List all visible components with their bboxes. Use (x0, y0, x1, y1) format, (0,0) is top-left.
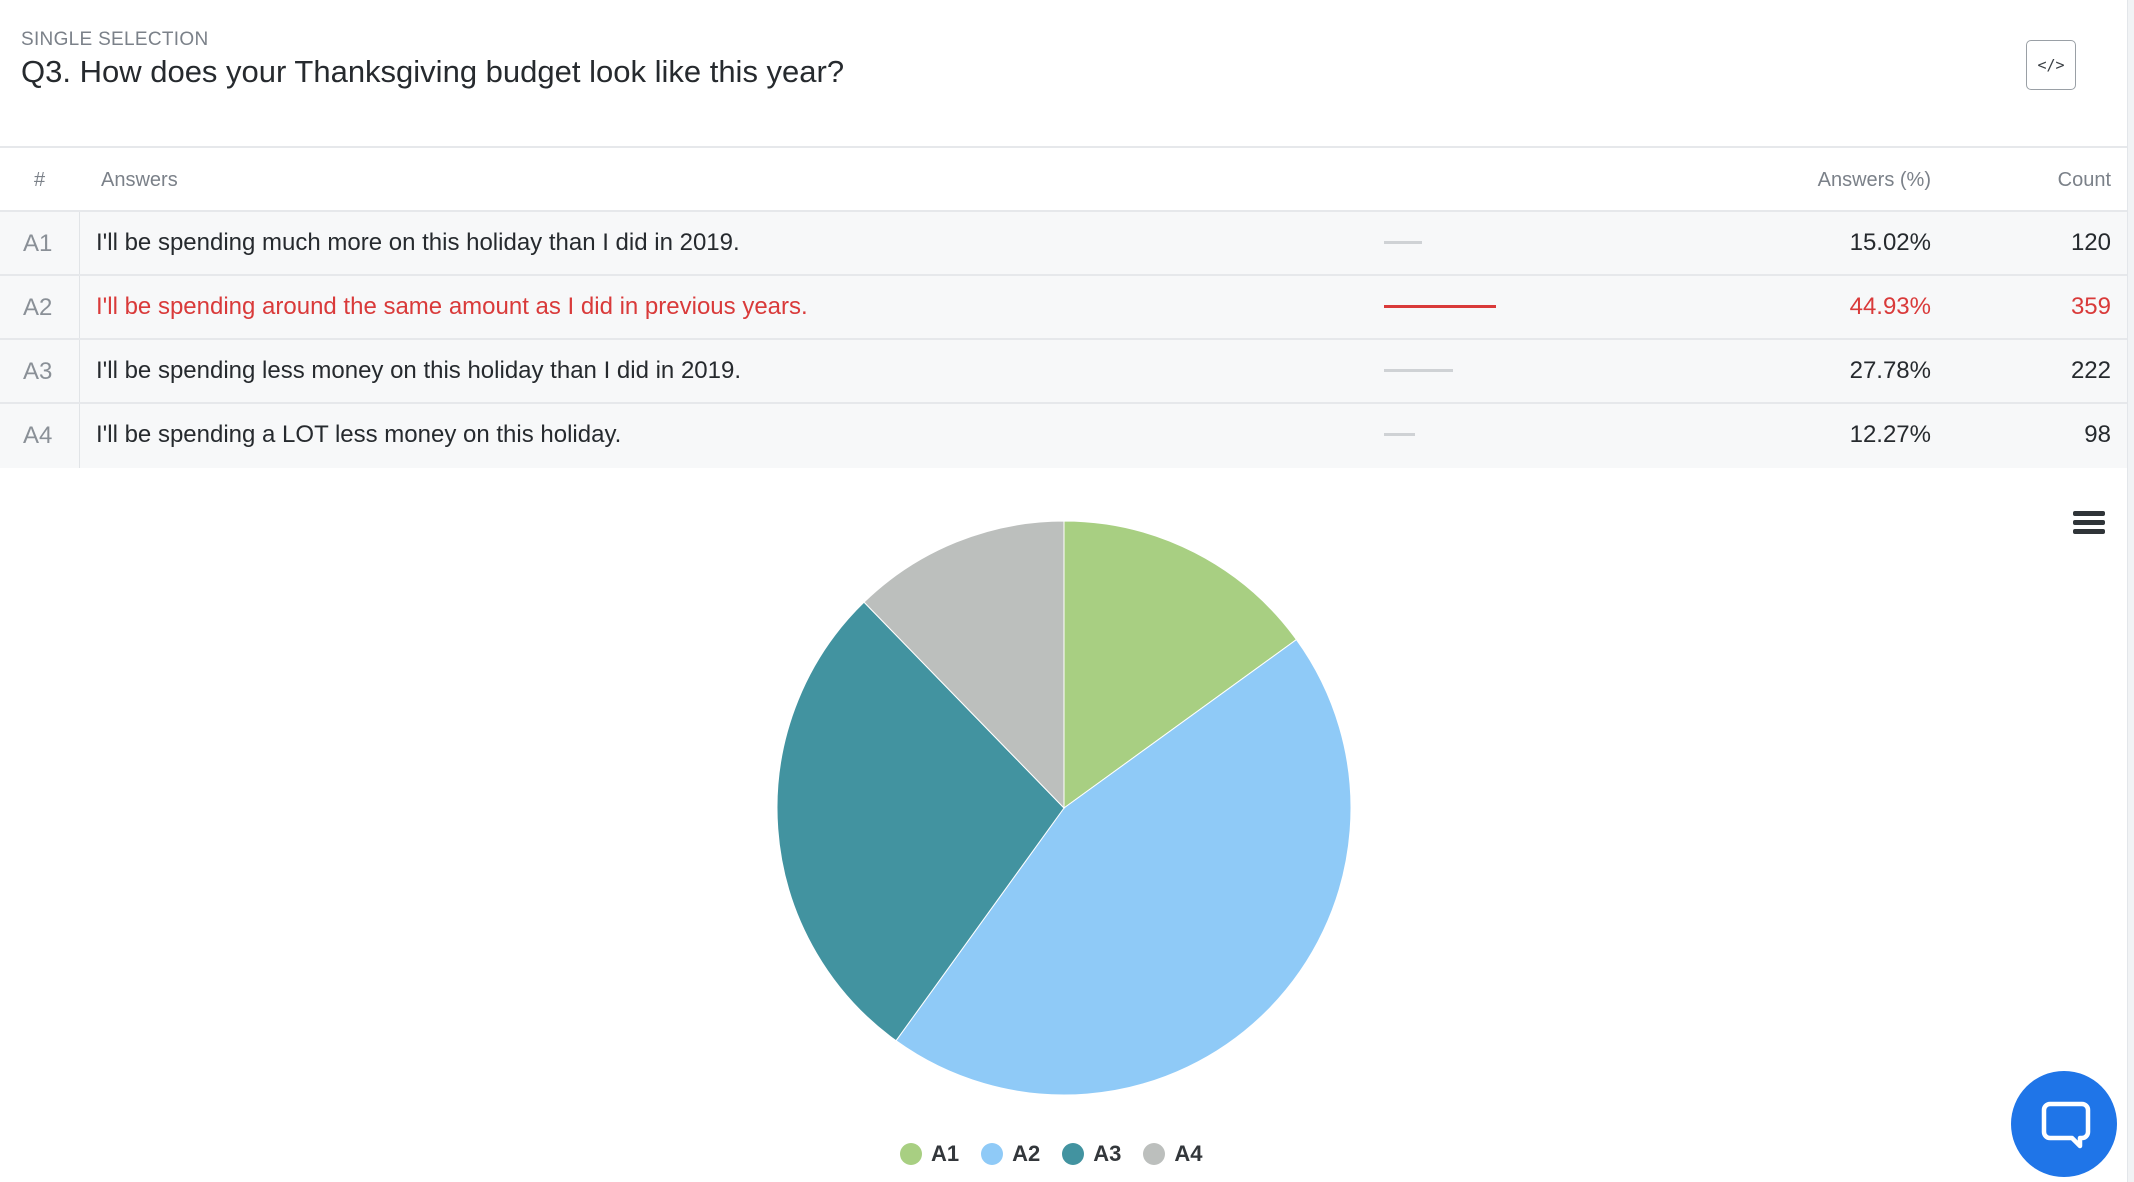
share-bar (1384, 241, 1422, 244)
share-bar (1384, 433, 1415, 436)
legend-item-a3[interactable]: A3 (1062, 1141, 1121, 1167)
legend-label: A1 (931, 1141, 960, 1166)
legend-marker (1062, 1143, 1085, 1165)
table-row[interactable]: A3 I'll be spending less money on this h… (0, 340, 2127, 404)
page-scroll-edge (2127, 0, 2134, 1182)
answer-text: I'll be spending around the same amount … (96, 293, 808, 320)
legend-marker (1143, 1143, 1166, 1165)
pie-slice-a1[interactable] (1063, 520, 1298, 809)
answer-percent: 44.93% (1849, 293, 1931, 320)
chat-bubble-icon (2041, 1101, 2091, 1149)
legend-marker (981, 1143, 1004, 1165)
answer-count: 359 (2070, 293, 2111, 320)
header-answers-pct[interactable]: Answers (%) (1817, 169, 1931, 191)
answer-count: 120 (2070, 229, 2111, 256)
answer-text: I'll be spending much more on this holid… (96, 229, 740, 256)
question-header: SINGLE SELECTION Q3. How does your Thank… (0, 0, 2127, 148)
header-count[interactable]: Count (2057, 169, 2111, 191)
row-id: A2 (23, 294, 53, 321)
table-row[interactable]: A1 I'll be spending much more on this ho… (0, 212, 2127, 276)
row-id: A3 (23, 358, 53, 385)
table-row[interactable]: A2 I'll be spending around the same amou… (0, 276, 2127, 340)
answer-count: 98 (2084, 421, 2111, 448)
row-id-cell: A3 (0, 340, 80, 402)
table-row[interactable]: A4 I'll be spending a LOT less money on … (0, 404, 2127, 468)
answer-text: I'll be spending less money on this holi… (96, 357, 741, 384)
row-id-cell: A1 (0, 212, 80, 274)
answer-percent: 12.27% (1849, 421, 1931, 448)
pie-slice-a2[interactable] (895, 638, 1352, 1096)
header-number: # (34, 169, 46, 191)
answer-count: 222 (2070, 357, 2111, 384)
legend-label: A4 (1174, 1141, 1203, 1166)
row-id-cell: A2 (0, 276, 80, 338)
legend-label: A2 (1012, 1141, 1041, 1166)
header-answers[interactable]: Answers (101, 169, 178, 191)
embed-code-button[interactable]: </> (2026, 40, 2076, 90)
legend-item-a4[interactable]: A4 (1143, 1141, 1203, 1167)
legend-marker (900, 1143, 922, 1165)
row-id-cell: A4 (0, 404, 80, 468)
share-bar (1384, 369, 1453, 372)
chart-legend: A1 A2 A3 A4 (900, 1141, 1203, 1167)
answer-percent: 27.78% (1849, 357, 1931, 384)
answer-text: I'll be spending a LOT less money on thi… (96, 421, 622, 448)
legend-label: A3 (1093, 1141, 1122, 1166)
pie-slice-a4[interactable] (863, 520, 1065, 810)
table-header: # Answers Answers (%) Count (0, 148, 2127, 212)
legend-item-a1[interactable]: A1 (900, 1141, 959, 1167)
question-type-label: SINGLE SELECTION (21, 29, 209, 50)
row-id: A4 (23, 422, 53, 449)
answer-percent: 15.02% (1849, 229, 1931, 256)
question-title: Q3. How does your Thanksgiving budget lo… (21, 54, 845, 89)
chat-button[interactable] (2011, 1071, 2117, 1177)
legend-item-a2[interactable]: A2 (981, 1141, 1040, 1167)
table-body: A1 I'll be spending much more on this ho… (0, 212, 2127, 468)
share-bar (1384, 305, 1496, 308)
row-id: A1 (23, 230, 53, 257)
hamburger-menu-icon[interactable] (2073, 511, 2105, 537)
answers-table: # Answers Answers (%) Count A1 I'll be s… (0, 148, 2127, 468)
pie-slice-a3[interactable] (776, 601, 1065, 1042)
